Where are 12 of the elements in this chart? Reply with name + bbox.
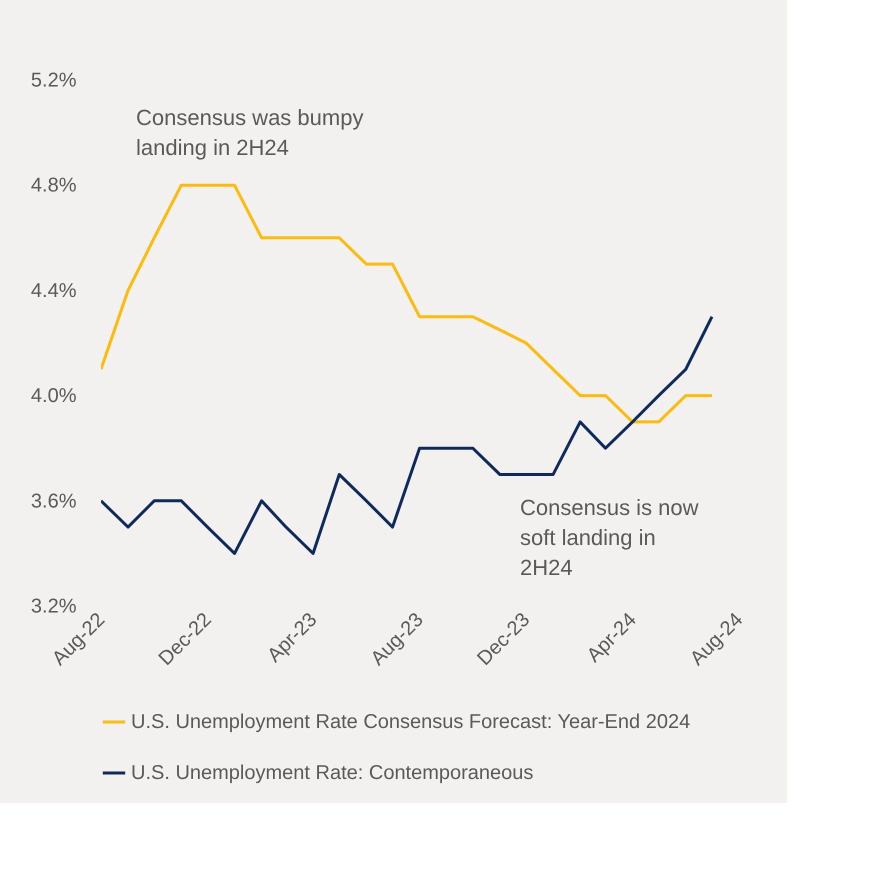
y-tick-label: 3.6% [30, 490, 77, 512]
y-tick-label: 4.8% [30, 174, 77, 197]
annotation: Consensus is now soft landing in 2H24 [520, 495, 699, 580]
legend-label: U.S. Unemployment Rate Consensus Forecast: Year-End 2024 [131, 711, 690, 733]
y-tick-label: 4.4% [30, 280, 77, 302]
line-series [101, 315, 714, 555]
legend-label: U.S. Unemployment Rate: Contemporaneous [131, 762, 534, 784]
y-tick-label: 5.2% [30, 70, 77, 92]
y-tick-label: 3.2% [30, 596, 77, 618]
line-series [101, 184, 714, 424]
y-tick-label: 4.0% [30, 385, 77, 408]
annotation: Consensus was bumpy landing in 2H24 [136, 105, 364, 160]
